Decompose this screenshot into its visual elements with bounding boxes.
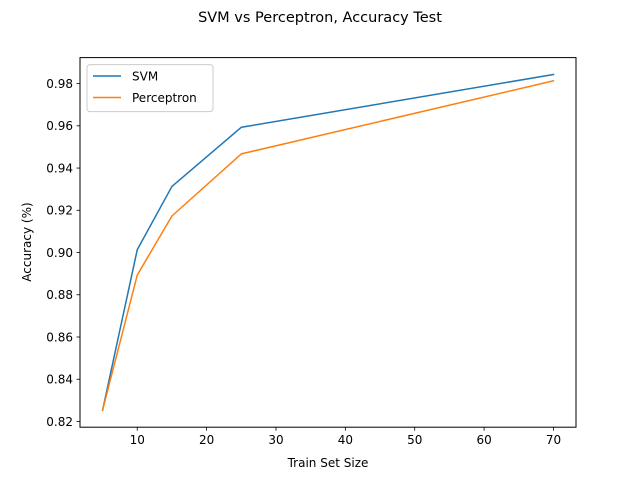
x-tick-label: 30 xyxy=(268,433,283,447)
y-tick-label: 0.96 xyxy=(46,119,73,133)
chart-title: SVM vs Perceptron, Accuracy Test xyxy=(198,10,442,26)
y-tick-label: 0.98 xyxy=(46,77,73,91)
y-axis-label: Accuracy (%) xyxy=(20,202,34,281)
y-axis: 0.82 0.84 0.86 0.88 0.90 0.92 0.94 0.96 0.98 xyxy=(46,77,80,429)
y-tick-label: 0.86 xyxy=(46,330,73,344)
y-tick-label: 0.84 xyxy=(46,373,73,387)
legend-label: Perceptron xyxy=(132,91,197,105)
series-line-svm xyxy=(101,73,555,412)
x-tick-label: 50 xyxy=(407,433,422,447)
x-tick-label: 60 xyxy=(476,433,491,447)
x-tick-label: 70 xyxy=(546,433,561,447)
legend: SVM Perceptron xyxy=(86,64,214,113)
x-axis: 10 20 30 40 50 60 70 xyxy=(130,427,561,447)
plot-frame xyxy=(79,57,577,428)
series-line-perceptron xyxy=(101,79,555,412)
y-tick-label: 0.88 xyxy=(46,288,73,302)
y-tick-label: 0.82 xyxy=(46,415,73,429)
x-tick-label: 20 xyxy=(199,433,214,447)
y-tick-label: 0.94 xyxy=(46,161,73,175)
x-tick-label: 40 xyxy=(338,433,353,447)
legend-label: SVM xyxy=(132,69,158,83)
y-tick-label: 0.92 xyxy=(46,204,73,218)
x-axis-label: Train Set Size xyxy=(287,456,369,470)
x-tick-label: 10 xyxy=(130,433,145,447)
series-lines xyxy=(101,73,555,412)
legend-entries: SVM Perceptron xyxy=(93,69,197,105)
y-tick-label: 0.90 xyxy=(46,246,73,260)
